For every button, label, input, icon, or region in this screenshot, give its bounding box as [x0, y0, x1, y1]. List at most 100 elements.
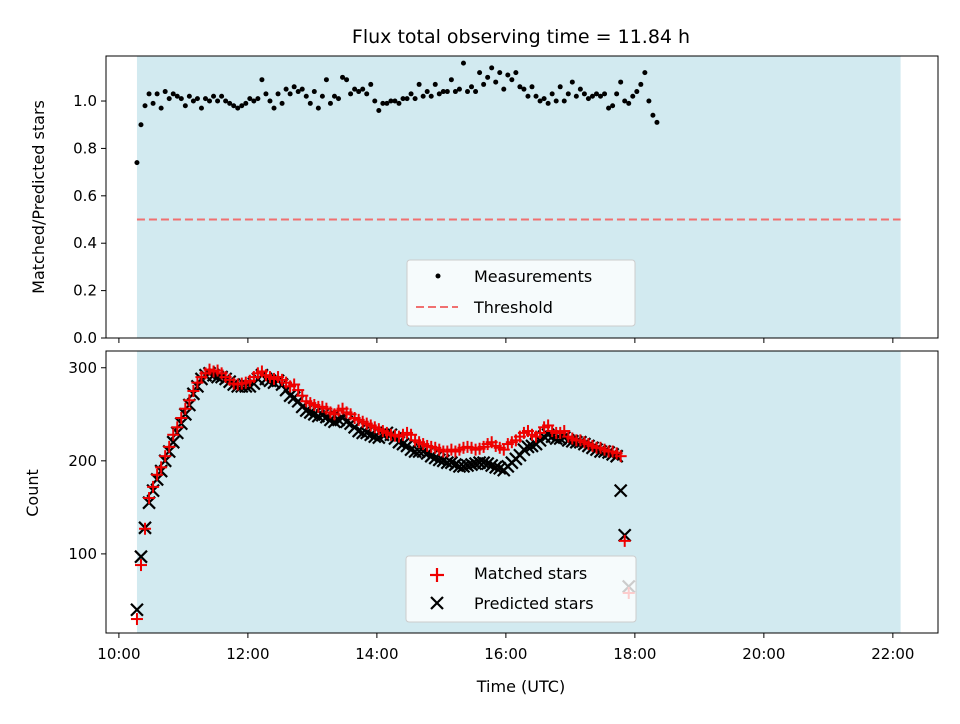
measurement-point — [618, 79, 624, 85]
predicted-star-point — [488, 460, 503, 475]
measurement-point — [553, 98, 559, 104]
measurement-point — [138, 122, 144, 128]
measurement-point — [533, 93, 539, 99]
bottom-y-tick-label: 200 — [68, 452, 97, 470]
measurement-point — [146, 91, 152, 97]
measurement-point — [295, 89, 301, 95]
top-y-axis-ticks: 0.0 0.2 0.4 0.6 0.8 1.0 — [73, 92, 106, 347]
bottom-x-tick-label: 22:00 — [871, 645, 914, 663]
measurement-point — [420, 93, 426, 99]
measurement-point — [549, 91, 555, 97]
measurement-point — [654, 119, 660, 125]
measurement-point — [569, 79, 575, 85]
matched-star-points — [130, 363, 635, 626]
measurement-point — [392, 98, 398, 104]
measurement-point — [340, 74, 346, 80]
predicted-star-point — [464, 457, 479, 472]
measurement-point — [134, 160, 140, 166]
measurement-point — [170, 91, 176, 97]
measurement-point — [509, 77, 515, 83]
measurement-point — [194, 96, 200, 102]
legend-matched-label: Matched stars — [474, 564, 587, 583]
measurement-point — [585, 96, 591, 102]
predicted-star-point — [130, 602, 144, 617]
measurement-point — [331, 93, 337, 99]
matched-star-point — [159, 450, 172, 463]
measurement-point — [372, 98, 378, 104]
matched-star-point — [147, 480, 160, 493]
bottom-y-axis-label: Count — [23, 469, 42, 517]
measurement-point — [380, 100, 386, 106]
measurement-point — [606, 105, 612, 111]
measurement-point — [307, 100, 313, 106]
measurement-point — [513, 70, 519, 76]
predicted-star-point — [484, 458, 499, 473]
measurement-point — [396, 100, 402, 106]
measurement-point — [452, 89, 458, 95]
measurement-point — [190, 98, 196, 104]
measurement-point — [215, 98, 221, 104]
measurement-point — [650, 112, 656, 118]
chart-title: Flux total observing time = 11.84 h — [352, 26, 690, 48]
predicted-star-point — [134, 549, 148, 564]
measurement-point — [315, 105, 321, 111]
measurement-point — [336, 96, 342, 102]
matched-star-point — [134, 559, 147, 572]
measurement-point — [626, 100, 632, 106]
measurement-point — [150, 100, 156, 106]
bottom-x-tick-label: 10:00 — [97, 645, 140, 663]
measurement-point — [259, 77, 265, 83]
measurement-point — [537, 98, 543, 104]
measurement-point — [428, 93, 434, 99]
legend-matched-marker — [430, 568, 444, 582]
bottom-x-tick-label: 14:00 — [355, 645, 398, 663]
measurement-point — [311, 89, 317, 95]
legend-threshold-label: Threshold — [473, 298, 553, 317]
measurement-point — [287, 91, 293, 97]
top-panel: 0.0 0.2 0.4 0.6 0.8 1.0 Matched/Predicted sta… — [29, 55, 939, 347]
matched-star-point — [130, 613, 143, 626]
predicted-star-point — [521, 440, 535, 454]
predicted-star-point — [448, 457, 463, 472]
measurement-point — [211, 93, 217, 99]
predicted-star-point — [456, 459, 471, 474]
legend-predicted-marker — [430, 596, 444, 610]
measurement-point — [622, 98, 628, 104]
measurement-point — [207, 98, 213, 104]
measurement-point — [481, 81, 487, 87]
measurement-point — [231, 103, 237, 109]
measurement-point — [598, 93, 604, 99]
top-y-axis-label: Matched/Predicted stars — [29, 100, 48, 294]
measurement-point — [154, 91, 160, 97]
matched-star-point — [143, 492, 156, 505]
measurement-point — [360, 86, 366, 92]
measurement-point — [493, 79, 499, 85]
predicted-star-point — [283, 388, 297, 403]
measurement-point — [469, 84, 475, 90]
measurement-point — [610, 103, 616, 109]
bottom-x-tick-label: 12:00 — [226, 645, 269, 663]
measurement-point — [323, 77, 329, 83]
bottom-x-axis-label: Time (UTC) — [476, 677, 565, 696]
measurement-point — [485, 74, 491, 80]
measurement-point — [186, 93, 192, 99]
bottom-panel: 100 200 300 10:00 12:00 14:00 16:00 18:00 20:00… — [23, 350, 939, 696]
bottom-x-axis-ticks: 10:00 12:00 14:00 16:00 18:00 20:00 22:00 — [97, 633, 914, 663]
predicted-star-point — [444, 455, 459, 470]
top-legend: Measurements Threshold — [406, 259, 636, 327]
top-y-tick-label: 0.8 — [73, 139, 97, 157]
measurement-point — [440, 89, 446, 95]
measurement-point — [174, 93, 180, 99]
matched-star-point — [187, 385, 200, 398]
matched-star-point — [155, 461, 168, 474]
measurement-point — [251, 98, 257, 104]
measurement-point — [182, 103, 188, 109]
measurement-point — [376, 108, 382, 114]
measurement-point — [646, 98, 652, 104]
bottom-y-tick-label: 100 — [68, 545, 97, 563]
top-y-tick-label: 0.4 — [73, 234, 97, 252]
measurement-point — [303, 93, 309, 99]
measurement-point — [388, 98, 394, 104]
measurement-point — [162, 89, 168, 95]
